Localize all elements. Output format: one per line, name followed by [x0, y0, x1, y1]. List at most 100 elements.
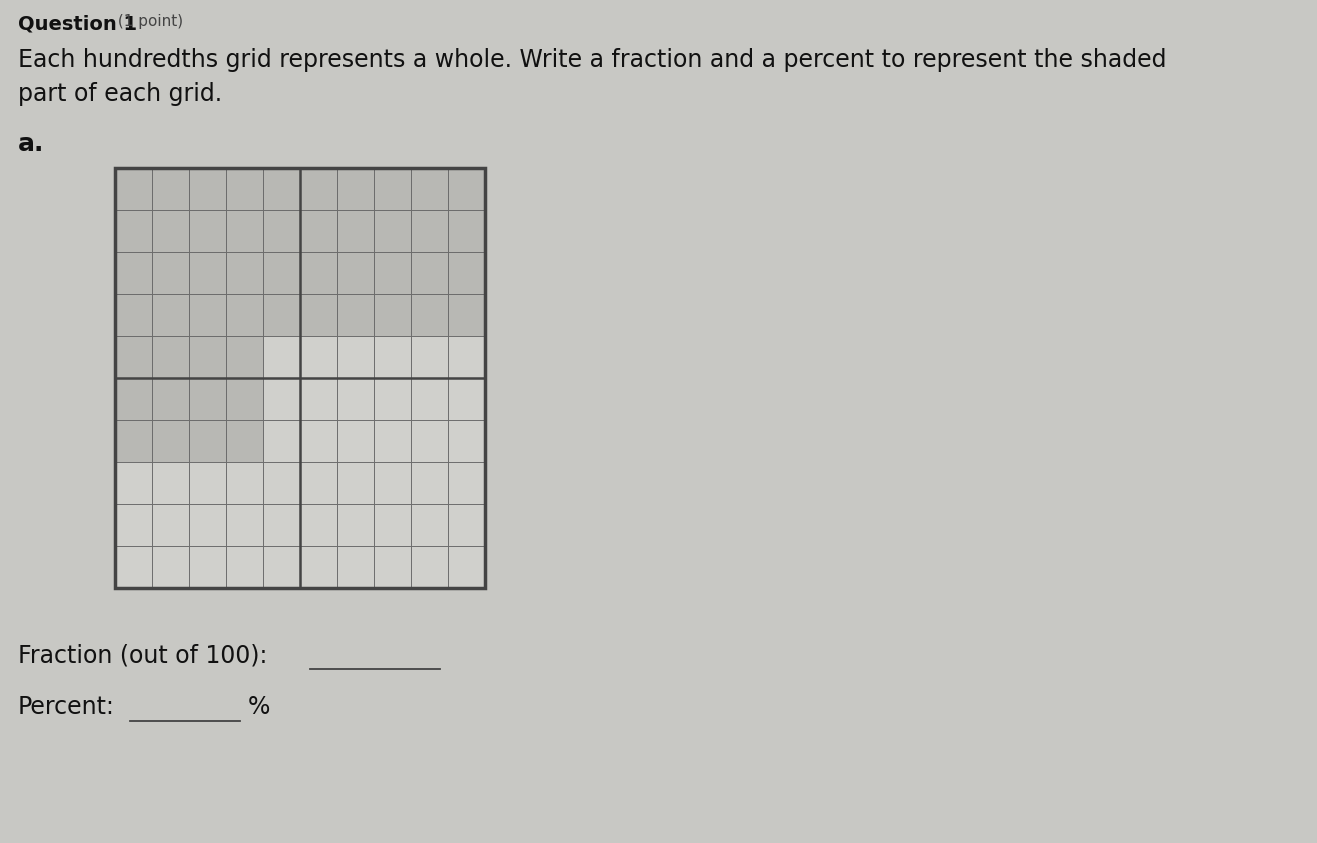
Bar — [374, 378, 411, 420]
Bar — [448, 462, 485, 504]
Bar — [227, 378, 263, 420]
Bar — [300, 168, 337, 210]
Bar — [300, 378, 337, 420]
Text: Fraction (out of 100):: Fraction (out of 100): — [18, 643, 267, 667]
Bar — [374, 294, 411, 336]
Bar — [300, 210, 337, 252]
Bar — [263, 210, 300, 252]
Text: %: % — [248, 695, 270, 719]
Bar — [411, 378, 448, 420]
Bar — [190, 252, 227, 294]
Bar — [411, 210, 448, 252]
Bar — [337, 252, 374, 294]
Bar — [337, 336, 374, 378]
Bar — [190, 504, 227, 546]
Bar — [190, 462, 227, 504]
Bar — [448, 252, 485, 294]
Bar — [115, 336, 151, 378]
Bar — [263, 168, 300, 210]
Bar — [300, 294, 337, 336]
Bar — [337, 504, 374, 546]
Bar — [263, 378, 300, 420]
Bar — [448, 378, 485, 420]
Bar — [227, 294, 263, 336]
Bar — [151, 294, 190, 336]
Bar — [300, 420, 337, 462]
Bar — [448, 210, 485, 252]
Bar — [227, 168, 263, 210]
Bar — [151, 252, 190, 294]
Bar — [337, 378, 374, 420]
Bar — [263, 546, 300, 588]
Bar — [374, 462, 411, 504]
Bar — [151, 336, 190, 378]
Bar — [374, 420, 411, 462]
Bar — [151, 462, 190, 504]
Bar — [151, 378, 190, 420]
Bar — [411, 294, 448, 336]
Bar — [190, 378, 227, 420]
Bar — [411, 420, 448, 462]
Bar — [227, 336, 263, 378]
Bar — [115, 378, 151, 420]
Bar — [448, 504, 485, 546]
Text: (1 point): (1 point) — [113, 14, 183, 29]
Text: Question 1: Question 1 — [18, 14, 137, 33]
Bar — [337, 462, 374, 504]
Bar — [374, 336, 411, 378]
Bar — [115, 462, 151, 504]
Bar — [300, 462, 337, 504]
Bar — [115, 294, 151, 336]
Bar — [411, 462, 448, 504]
Bar — [227, 462, 263, 504]
Bar — [151, 504, 190, 546]
Bar — [374, 168, 411, 210]
Bar — [227, 504, 263, 546]
Bar — [227, 252, 263, 294]
Bar — [115, 168, 151, 210]
Bar — [448, 420, 485, 462]
Bar — [300, 546, 337, 588]
Bar — [374, 252, 411, 294]
Bar — [448, 168, 485, 210]
Bar — [190, 210, 227, 252]
Bar — [115, 420, 151, 462]
Bar — [115, 546, 151, 588]
Bar — [337, 294, 374, 336]
Bar — [263, 420, 300, 462]
Bar — [227, 420, 263, 462]
Bar — [115, 504, 151, 546]
Bar — [263, 252, 300, 294]
Bar — [300, 504, 337, 546]
Bar — [411, 504, 448, 546]
Bar — [227, 546, 263, 588]
Bar — [151, 168, 190, 210]
Bar — [263, 504, 300, 546]
Bar — [448, 294, 485, 336]
Bar — [190, 294, 227, 336]
Bar — [411, 252, 448, 294]
Bar — [448, 336, 485, 378]
Bar — [300, 252, 337, 294]
Text: Each hundredths grid represents a whole. Write a fraction and a percent to repre: Each hundredths grid represents a whole.… — [18, 48, 1167, 72]
Text: Percent:: Percent: — [18, 695, 115, 719]
Bar — [374, 504, 411, 546]
Bar — [190, 336, 227, 378]
Bar — [263, 336, 300, 378]
Bar — [227, 210, 263, 252]
Bar — [190, 420, 227, 462]
Bar — [411, 168, 448, 210]
Bar — [263, 462, 300, 504]
Bar — [115, 168, 485, 588]
Bar — [263, 294, 300, 336]
Text: a.: a. — [18, 132, 45, 156]
Bar — [448, 546, 485, 588]
Bar — [115, 210, 151, 252]
Bar — [374, 546, 411, 588]
Bar — [374, 210, 411, 252]
Bar — [151, 210, 190, 252]
Text: part of each grid.: part of each grid. — [18, 82, 223, 106]
Bar — [151, 420, 190, 462]
Bar — [151, 546, 190, 588]
Bar — [190, 168, 227, 210]
